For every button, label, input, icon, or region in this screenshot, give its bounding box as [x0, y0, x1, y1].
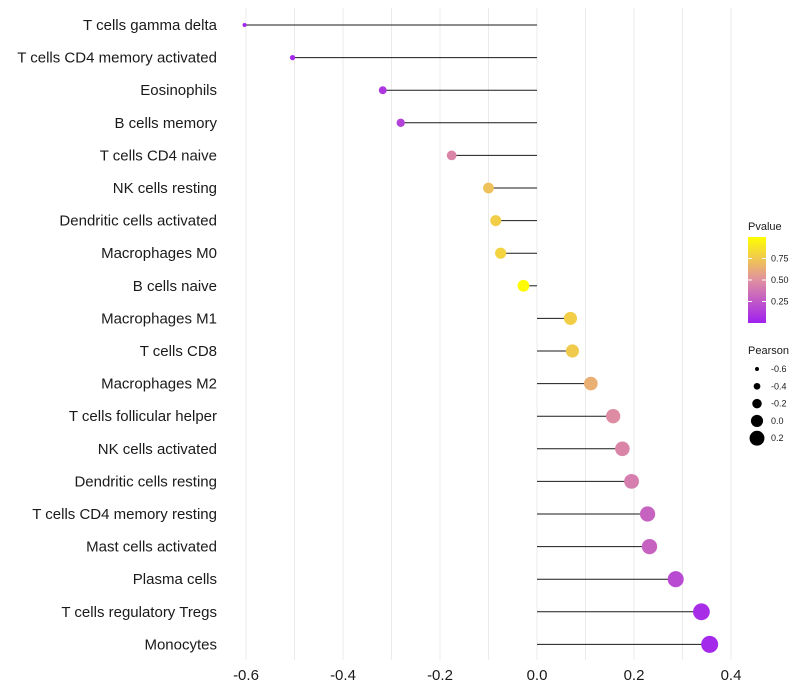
data-point [446, 150, 457, 161]
data-point [289, 54, 296, 61]
data-point [605, 409, 621, 424]
y-tick-label: Eosinophils [140, 82, 217, 99]
y-tick-label: Macrophages M2 [101, 376, 217, 393]
stems [244, 24, 710, 645]
y-tick-label: Dendritic cells resting [74, 473, 217, 490]
data-point [615, 441, 630, 457]
y-tick-label: T cells CD4 memory activated [17, 50, 217, 67]
colorbar-label: 0.75 [771, 254, 789, 264]
size-legend-key [753, 382, 761, 390]
data-point [495, 247, 507, 259]
colorbar-label: 0.50 [771, 275, 789, 285]
size-legend-key [752, 398, 762, 409]
y-tick-label: NK cells resting [113, 180, 217, 197]
data-point [624, 473, 639, 489]
pvalue-legend-title: Pvalue [748, 221, 782, 233]
y-tick-label: Monocytes [144, 636, 217, 653]
y-tick-label: Dendritic cells activated [59, 213, 217, 230]
y-tick-label: T cells regulatory Tregs [61, 604, 217, 621]
data-point [396, 118, 405, 127]
y-tick-label: Macrophages M0 [101, 245, 217, 262]
data-point [641, 538, 658, 555]
pearson-legend-title: Pearson [748, 345, 789, 357]
size-legend-label: -0.2 [771, 399, 787, 409]
data-point [667, 571, 684, 588]
y-tick-label: B cells memory [114, 115, 217, 132]
y-tick-label: B cells naive [133, 278, 217, 295]
y-tick-label: Mast cells activated [86, 539, 217, 556]
x-tick-label: 0.4 [721, 667, 742, 684]
x-axis-labels: -0.6 -0.4 -0.2 0.0 0.2 0.4 [233, 667, 741, 684]
data-point [563, 311, 578, 325]
pvalue-legend: Pvalue 0.25 0.50 0.75 [748, 221, 789, 323]
data-point [565, 344, 579, 358]
y-tick-label: T cells gamma delta [83, 17, 218, 34]
colorbar-label: 0.25 [771, 297, 789, 307]
x-tick-label: 0.2 [624, 667, 645, 684]
size-legend-key [749, 430, 765, 446]
grid-lines [245, 8, 732, 660]
data-point [490, 215, 502, 227]
size-legend-key [750, 414, 764, 427]
data-point [378, 86, 387, 95]
size-legend-label: -0.4 [771, 381, 787, 391]
y-tick-label: T cells CD4 naive [100, 147, 217, 164]
x-tick-label: -0.6 [233, 667, 259, 684]
y-tick-label: T cells follicular helper [69, 408, 217, 425]
data-point [242, 23, 247, 27]
points [242, 23, 719, 653]
y-tick-label: Plasma cells [133, 571, 217, 588]
pearson-legend: Pearson -0.6 -0.4 -0.2 0.0 0.2 [748, 345, 789, 446]
size-legend-key [755, 367, 759, 371]
x-tick-label: 0.0 [527, 667, 548, 684]
y-tick-label: NK cells activated [98, 441, 217, 458]
y-tick-label: Macrophages M1 [101, 310, 217, 327]
data-point [483, 182, 494, 194]
y-tick-label: T cells CD8 [140, 343, 217, 360]
data-point [693, 603, 710, 621]
size-legend-label: 0.2 [771, 433, 784, 443]
pvalue-colorbar [748, 237, 766, 323]
data-point [701, 635, 719, 653]
y-tick-label: T cells CD4 memory resting [32, 506, 217, 523]
x-tick-label: -0.2 [427, 667, 453, 684]
data-point [517, 279, 530, 292]
size-legend-label: 0.0 [771, 416, 784, 426]
x-tick-label: -0.4 [330, 667, 356, 684]
y-axis-labels: T cells gamma delta T cells CD4 memory ac… [17, 17, 217, 653]
size-legend-label: -0.6 [771, 364, 787, 374]
data-point [584, 376, 598, 391]
data-point [639, 506, 656, 522]
